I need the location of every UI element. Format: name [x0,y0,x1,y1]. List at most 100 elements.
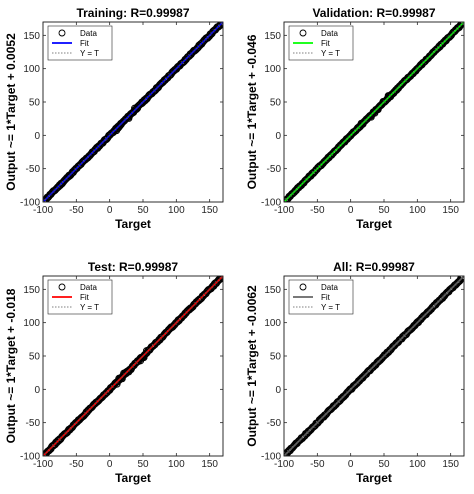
x-axis-label: Target [356,217,392,231]
identity-line [43,276,223,456]
x-tick-label: 100 [409,205,426,216]
chart-title: Test: R=0.99987 [88,260,178,274]
x-tick-label: -100 [274,459,294,470]
regression-panel-3: -100 -50 0 50 100 150 -100 -50 0 50 100 150 Test: R=… [4,260,224,485]
regression-panel-2: -100 -50 0 50 100 150 -100 -50 0 50 100 150 Validati… [245,6,465,231]
y-tick-label: 100 [264,318,281,329]
legend-marker-data [299,283,307,291]
x-tick-label: 50 [137,205,149,216]
data-points [43,22,223,202]
y-tick-label: -100 [20,198,40,209]
legend-label-identity: Y = T [321,303,340,312]
chart-title: Training: R=0.99987 [76,6,189,20]
x-tick-label: -100 [274,205,294,216]
legend-label-fit: Fit [321,293,331,302]
data-point [457,22,464,28]
y-axis-label: Output ~= 1*Target + -0.0062 [245,285,259,447]
x-tick-label: -50 [69,459,84,470]
data-layer [284,276,464,456]
x-axis-label: Target [356,471,392,485]
y-tick-label: 0 [275,385,281,396]
data-point [171,320,179,329]
y-tick-label: 50 [270,352,282,363]
legend-label-fit: Fit [321,39,331,48]
identity-line [284,276,464,456]
y-tick-label: 150 [264,31,281,42]
data-point [357,120,365,128]
data-point [216,276,223,283]
legend-marker-data [58,29,66,37]
data-point [216,22,223,29]
y-tick-label: 0 [275,131,281,142]
x-tick-label: 50 [137,459,149,470]
legend-label-data: Data [80,29,97,38]
y-tick-label: -100 [20,452,40,463]
y-tick-label: 0 [34,131,40,142]
data-point [458,22,464,27]
y-tick-label: 100 [23,64,40,75]
data-point [321,411,330,419]
data-point [379,97,387,105]
x-tick-label: 150 [201,459,218,470]
identity-line [284,22,464,202]
legend-marker-data [299,29,307,37]
y-tick-label: -50 [267,164,282,175]
x-tick-label: 100 [168,459,185,470]
data-point [114,125,122,133]
x-tick-label: 150 [442,205,459,216]
y-tick-label: 50 [270,98,282,109]
x-tick-label: -100 [33,205,53,216]
x-tick-label: 100 [409,459,426,470]
x-tick-label: 150 [442,459,459,470]
data-point [298,434,306,443]
axes-box [283,21,465,203]
data-point [218,276,223,281]
data-point [151,86,159,94]
regression-panel-1: -100 -50 0 50 100 150 -100 -50 0 50 100 150 Training… [4,6,224,231]
y-tick-label: 100 [264,64,281,75]
legend-label-fit: Fit [80,39,90,48]
data-point [145,92,153,100]
data-point [390,89,398,97]
data-point [138,99,146,107]
y-tick-label: -50 [267,418,282,429]
data-point [381,97,390,105]
x-tick-label: -50 [310,459,325,470]
y-tick-label: 50 [29,98,41,109]
data-point [458,276,464,282]
legend-label-identity: Y = T [80,303,99,312]
y-axis-label: Output ~= 1*Target + 0.0052 [4,33,18,191]
x-tick-label: -50 [69,205,84,216]
data-point [103,388,111,397]
y-tick-label: -50 [26,418,41,429]
legend-label-data: Data [321,29,338,38]
x-tick-label: 0 [107,205,113,216]
x-tick-label: 0 [348,459,354,470]
y-tick-label: 150 [23,285,40,296]
data-point [218,22,223,27]
data-layer [43,22,223,202]
x-tick-label: 50 [378,459,390,470]
y-tick-label: -100 [261,452,281,463]
x-tick-label: 100 [168,205,185,216]
data-point [130,108,138,116]
y-axis-label: Output ~= 1*Target + -0.046 [245,34,259,189]
axes-box [42,275,224,457]
data-layer [284,22,464,202]
axes-box [283,275,465,457]
x-tick-label: 0 [348,205,354,216]
y-tick-label: -100 [261,198,281,209]
data-point [133,103,141,111]
x-tick-label: 150 [201,205,218,216]
data-point [127,366,135,374]
x-tick-label: -50 [310,205,325,216]
identity-line [43,22,223,202]
y-tick-label: 150 [264,285,281,296]
y-tick-label: 150 [23,31,40,42]
legend-label-identity: Y = T [80,49,99,58]
regression-panel-4: -100 -50 0 50 100 150 -100 -50 0 50 100 150 All: R=0… [245,260,465,485]
